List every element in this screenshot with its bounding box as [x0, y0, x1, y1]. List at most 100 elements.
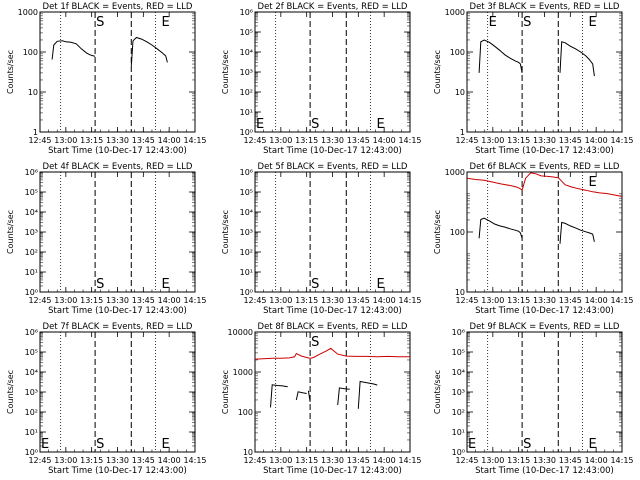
y-tick-label: 10²	[25, 248, 38, 257]
x-tick-label: 14:00	[158, 136, 181, 145]
panel-title: Det 3f BLACK = Events, RED = LLD	[470, 2, 620, 12]
marker-S: S	[96, 15, 104, 30]
panel-title: Det 2f BLACK = Events, RED = LLD	[258, 2, 408, 12]
x-tick-label: 12:45	[455, 136, 478, 145]
x-axis-label: Start Time (10-Dec-17 12:43:00)	[48, 306, 187, 316]
y-tick-label: 10⁵	[452, 348, 465, 357]
y-tick-label: 10⁵	[25, 188, 38, 197]
y-tick-label: 10⁰	[452, 448, 465, 457]
x-axis-label: Start Time (10-Dec-17 12:43:00)	[263, 146, 402, 156]
y-tick-label: 10¹	[240, 268, 253, 277]
events-line	[270, 384, 288, 408]
marker-E: E	[162, 437, 170, 452]
series-group	[478, 39, 595, 77]
y-axis-label: Counts/sec	[221, 370, 230, 414]
x-tick-label: 14:15	[610, 456, 633, 465]
marker-S: S	[523, 15, 531, 30]
marker-E: E	[589, 437, 597, 452]
marker-S: S	[311, 335, 319, 350]
x-tick-label: 13:15	[295, 136, 318, 145]
x-tick-label: 13:45	[347, 136, 370, 145]
y-tick-label: 10¹	[25, 428, 38, 437]
events-line	[295, 391, 307, 401]
y-tick-label: 10¹	[452, 428, 465, 437]
y-axis-label: Counts/sec	[221, 50, 230, 94]
marker-E: E	[256, 117, 264, 132]
x-tick-label: 13:30	[533, 136, 556, 145]
x-tick-label: 14:00	[158, 456, 181, 465]
y-tick-label: 100	[238, 408, 253, 417]
marker-S: S	[311, 277, 319, 292]
x-tick-label: 14:15	[183, 136, 206, 145]
x-axis-label: Start Time (10-Dec-17 12:43:00)	[475, 306, 614, 316]
x-tick-label: 13:00	[481, 136, 504, 145]
panel-title: Det 9f BLACK = Events, RED = LLD	[470, 322, 620, 332]
y-tick-label: 100	[23, 48, 38, 57]
panel-title: Det 8f BLACK = Events, RED = LLD	[258, 322, 408, 332]
x-tick-label: 13:15	[507, 456, 530, 465]
x-tick-label: 12:45	[28, 456, 51, 465]
x-tick-label: 13:15	[295, 456, 318, 465]
x-axis-label: Start Time (10-Dec-17 12:43:00)	[475, 146, 614, 156]
y-tick-label: 10²	[452, 408, 465, 417]
y-axis-label: Counts/sec	[6, 210, 15, 254]
x-tick-label: 14:15	[398, 136, 421, 145]
x-tick-label: 13:45	[559, 136, 582, 145]
y-tick-label: 10³	[25, 388, 38, 397]
y-tick-label: 10⁶	[25, 328, 38, 337]
x-axis-label: Start Time (10-Dec-17 12:43:00)	[48, 466, 187, 476]
series-group	[467, 172, 622, 244]
y-tick-label: 10⁵	[240, 188, 253, 197]
x-tick-label: 14:15	[398, 456, 421, 465]
marker-E: E	[468, 437, 476, 452]
y-tick-label: 10⁰	[25, 288, 38, 297]
events-line	[337, 387, 350, 406]
x-tick-label: 12:45	[243, 296, 266, 305]
y-tick-label: 10⁶	[240, 8, 253, 17]
x-tick-label: 14:00	[585, 456, 608, 465]
x-tick-label: 14:00	[585, 136, 608, 145]
y-tick-label: 10³	[240, 228, 253, 237]
y-tick-label: 10³	[240, 68, 253, 77]
y-tick-label: 10⁰	[240, 128, 253, 137]
x-axis-label: Start Time (10-Dec-17 12:43:00)	[263, 466, 402, 476]
lld-line	[255, 347, 410, 360]
events-line	[357, 380, 378, 409]
y-axis-label: Counts/sec	[6, 370, 15, 414]
panel-title: Det 6f BLACK = Events, RED = LLD	[470, 162, 620, 172]
x-tick-label: 14:00	[373, 296, 396, 305]
x-tick-label: 13:00	[269, 456, 292, 465]
x-tick-label: 13:15	[507, 136, 530, 145]
y-tick-label: 10⁶	[240, 168, 253, 177]
marker-E: E	[489, 15, 497, 30]
y-tick-label: 10⁰	[25, 448, 38, 457]
x-tick-label: 14:00	[373, 136, 396, 145]
y-tick-label: 10¹	[240, 108, 253, 117]
events-line	[130, 36, 168, 66]
y-tick-label: 1	[460, 128, 465, 137]
y-axis-label: Counts/sec	[433, 210, 442, 254]
x-axis-label: Start Time (10-Dec-17 12:43:00)	[263, 306, 402, 316]
y-axis-label: Counts/sec	[433, 370, 442, 414]
lld-line	[467, 172, 622, 197]
x-tick-label: 14:15	[398, 296, 421, 305]
series-group	[51, 36, 168, 66]
series-group	[255, 347, 410, 409]
y-tick-label: 10	[455, 88, 465, 97]
y-tick-label: 1000	[445, 8, 465, 17]
x-tick-label: 13:15	[80, 296, 103, 305]
x-axis-label: Start Time (10-Dec-17 12:43:00)	[48, 146, 187, 156]
x-tick-label: 13:00	[269, 136, 292, 145]
x-tick-label: 12:45	[455, 296, 478, 305]
events-line	[478, 217, 523, 239]
y-tick-label: 10²	[240, 248, 253, 257]
x-tick-label: 12:45	[243, 136, 266, 145]
x-tick-label: 13:00	[54, 296, 77, 305]
x-tick-label: 13:15	[295, 296, 318, 305]
x-tick-label: 13:45	[132, 296, 155, 305]
y-tick-label: 100	[450, 228, 465, 237]
